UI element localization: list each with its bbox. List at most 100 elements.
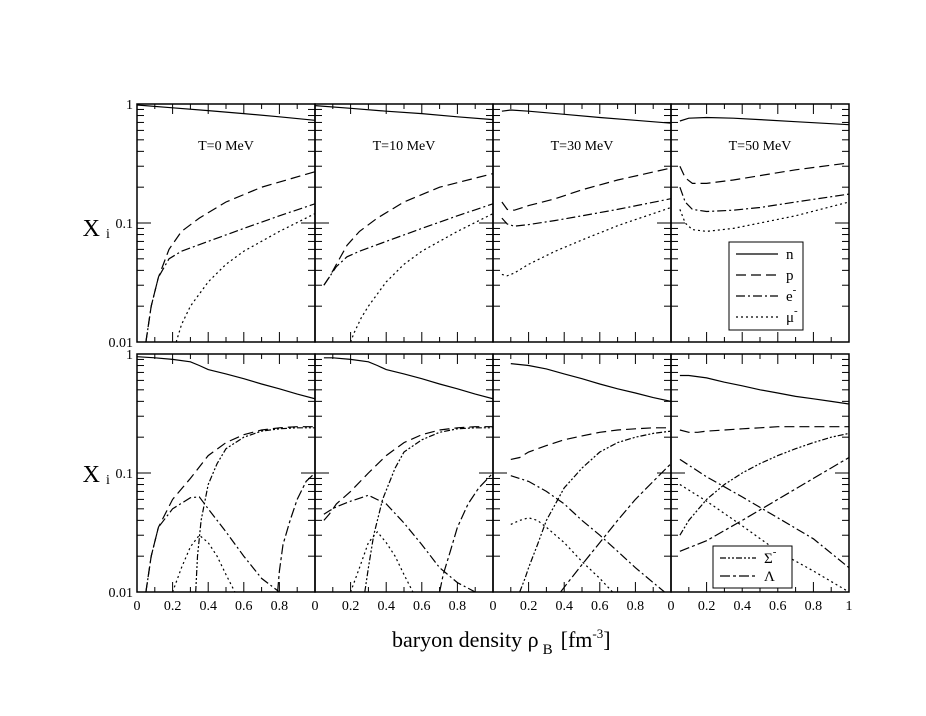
- legend-label-n: n: [786, 247, 794, 263]
- series-line-Sigma: [679, 432, 849, 536]
- series-line-p: [323, 426, 493, 521]
- series-line-n: [323, 357, 493, 400]
- series-line-Sigma: [519, 430, 671, 592]
- legend-label-Sigma: Σ-: [764, 546, 777, 567]
- series-line-p: [510, 427, 671, 460]
- panel-r1-c0: 0.01 0.1 1 0 0.2 0.4 0.6 0.8: [109, 348, 316, 614]
- panel-title: T=30 MeV: [551, 139, 614, 154]
- panel-frame: [492, 353, 672, 593]
- x-tick-label: 0.4: [199, 599, 217, 614]
- series-line-e: [323, 203, 493, 286]
- series-line-mu: [350, 213, 493, 342]
- y-tick-label: 1: [126, 348, 133, 363]
- panel-r0-c0: 0.01 0.1 1 T=0 MeV: [109, 98, 316, 351]
- legend-label-mu: μ-: [786, 305, 798, 326]
- x-tick-label: 0: [134, 599, 141, 614]
- series-line-Lambda: [679, 456, 849, 552]
- legends-layer: npe-μ- Σ- Λ: [712, 241, 804, 589]
- x-tick-label: 0.4: [377, 599, 395, 614]
- panel-title: T=50 MeV: [729, 139, 792, 154]
- series-line-mu: [172, 534, 236, 592]
- x-tick-label: 0.8: [271, 599, 289, 614]
- series-group: [510, 363, 671, 592]
- legend-label-p: p: [786, 268, 794, 284]
- legend-box: [728, 241, 804, 331]
- panel-frame: [314, 353, 494, 593]
- panel-r1-c3: 0 0.2 0.4 0.6 0.8 1: [668, 353, 853, 614]
- series-group: [679, 116, 849, 233]
- x-tick-label: 0.4: [733, 599, 751, 614]
- x-tick-label: 0: [312, 599, 319, 614]
- series-group: [323, 357, 493, 592]
- x-axis-label: baryon density ρ B [fm-3]: [392, 626, 611, 658]
- panel-r1-c2: 0 0.2 0.4 0.6 0.8: [490, 353, 672, 614]
- x-tick-label: 0.2: [164, 599, 182, 614]
- y-axis-label-top-sub: i: [106, 227, 110, 242]
- series-line-n: [679, 374, 849, 405]
- y-axis-label-top: X: [83, 216, 100, 242]
- series-line-n: [315, 105, 493, 121]
- series-line-mu: [501, 206, 671, 277]
- series-group: [679, 374, 849, 592]
- x-tick-label: 0: [668, 599, 675, 614]
- panel-title: T=0 MeV: [198, 139, 254, 154]
- panel-r1-c1: 0 0.2 0.4 0.6 0.8: [312, 353, 494, 614]
- series-line-e: [679, 458, 849, 569]
- x-tick-label: 0.2: [342, 599, 360, 614]
- legend-label-Lambda: Λ: [764, 569, 775, 585]
- series-line-p: [679, 426, 849, 433]
- series-line-e: [323, 494, 478, 592]
- series-line-n: [137, 104, 315, 121]
- x-tick-label: 0.6: [413, 599, 431, 614]
- legend-bottom-right: Σ- Λ: [712, 545, 793, 589]
- x-tick-label: 0.8: [627, 599, 645, 614]
- panels-layer: 0.01 0.1 1 T=0 MeV T=10 MeV T=30 MeV T=50 MeV 0…: [109, 98, 853, 614]
- x-tick-label: 0.4: [555, 599, 573, 614]
- x-tick-label: 0.6: [591, 599, 609, 614]
- series-line-mu: [350, 530, 414, 592]
- panel-r0-c1: T=10 MeV: [314, 103, 494, 343]
- y-tick-label: 0.1: [116, 467, 134, 482]
- series-line-Sigma: [364, 427, 493, 592]
- series-line-e: [679, 186, 849, 213]
- y-axis-label-bottom: X: [83, 462, 100, 488]
- y-tick-label: 1: [126, 98, 133, 113]
- series-group: [137, 104, 315, 342]
- series-group: [137, 356, 315, 592]
- series-line-p: [323, 173, 493, 286]
- y-axis-label-bottom-sub: i: [106, 473, 110, 488]
- series-line-mu: [679, 201, 849, 233]
- x-tick-label: 1: [846, 599, 853, 614]
- y-tick-label: 0.01: [109, 586, 134, 601]
- series-line-e: [501, 198, 671, 227]
- series-line-e: [510, 475, 666, 592]
- x-tick-label: 0.6: [235, 599, 253, 614]
- series-line-e: [145, 203, 315, 342]
- legend-top-right: npe-μ-: [728, 241, 804, 331]
- y-tick-label: 0.1: [116, 217, 134, 232]
- panel-title: T=10 MeV: [373, 139, 436, 154]
- series-line-n: [679, 116, 849, 126]
- x-tick-label: 0.2: [520, 599, 538, 614]
- series-line-mu: [175, 213, 315, 342]
- series-line-Lambda: [277, 472, 315, 592]
- legend-label-e: e-: [786, 284, 797, 305]
- panel-frame: [136, 353, 316, 593]
- series-line-Sigma: [195, 427, 315, 592]
- legend-box: [712, 545, 793, 589]
- series-line-p: [679, 162, 849, 184]
- series-line-p: [145, 426, 315, 592]
- series-line-e: [145, 496, 280, 592]
- series-line-Lambda: [560, 463, 671, 592]
- panel-r0-c2: T=30 MeV: [492, 103, 672, 343]
- x-tick-label: 0: [490, 599, 497, 614]
- x-tick-label: 0.8: [805, 599, 823, 614]
- x-tick-label: 0.2: [698, 599, 716, 614]
- series-group: [315, 105, 493, 342]
- series-line-mu: [679, 483, 849, 592]
- panel-r0-c3: T=50 MeV: [670, 103, 850, 343]
- series-line-n: [510, 363, 671, 402]
- x-tick-label: 0.6: [769, 599, 787, 614]
- series-line-mu: [510, 517, 614, 592]
